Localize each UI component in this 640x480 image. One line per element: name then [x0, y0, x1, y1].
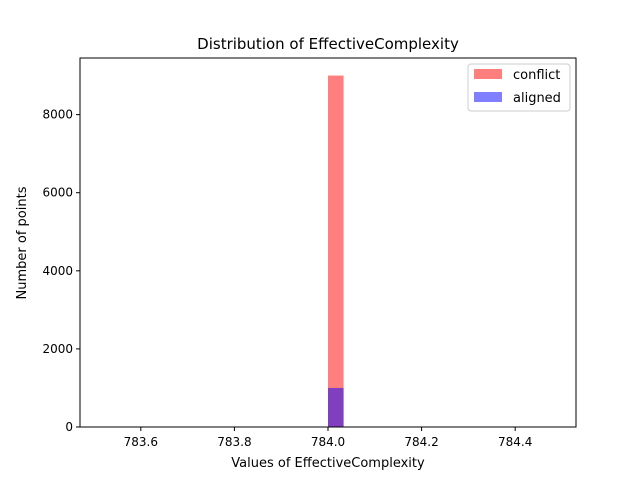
bar-conflict-0 — [328, 75, 344, 428]
legend-swatch-conflict — [474, 69, 502, 79]
chart-title: Distribution of EffectiveComplexity — [197, 35, 459, 53]
y-tick-label: 2000 — [42, 342, 73, 356]
y-axis-label: Number of points — [15, 186, 30, 299]
legend-swatch-aligned — [474, 92, 502, 102]
x-tick-label: 784.0 — [311, 435, 345, 449]
x-tick-label: 784.2 — [404, 435, 438, 449]
bar-aligned-0 — [328, 387, 344, 427]
y-axis-ticks: 0 2000 4000 6000 8000 — [42, 108, 80, 434]
legend-label-aligned: aligned — [513, 91, 561, 106]
legend: conflict aligned — [467, 63, 571, 112]
x-tick-label: 783.6 — [124, 435, 158, 449]
y-tick-label: 6000 — [42, 186, 73, 200]
x-tick-label: 783.8 — [217, 435, 251, 449]
y-tick-label: 4000 — [42, 264, 73, 278]
x-axis-label: Values of EffectiveComplexity — [231, 456, 425, 471]
y-tick-label: 0 — [65, 420, 73, 434]
y-tick-label: 8000 — [42, 108, 73, 122]
x-axis-ticks: 783.6 783.8 784.0 784.2 784.4 — [124, 427, 532, 449]
bars-layer — [328, 75, 344, 428]
x-tick-label: 784.4 — [498, 435, 532, 449]
legend-label-conflict: conflict — [513, 68, 560, 83]
